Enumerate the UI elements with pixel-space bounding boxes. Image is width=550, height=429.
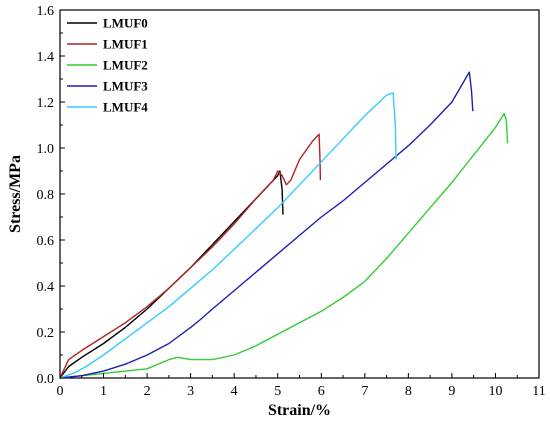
x-tick-label: 1 xyxy=(100,384,107,399)
legend-label: LMUF4 xyxy=(103,100,148,115)
x-tick-label: 10 xyxy=(488,384,502,399)
series-layer xyxy=(59,71,509,379)
x-tick-label: 3 xyxy=(187,384,194,399)
x-tick-label: 8 xyxy=(405,384,412,399)
y-tick-label: 0.2 xyxy=(37,326,55,341)
series-line-lmuf2 xyxy=(59,112,509,379)
y-tick-label: 1.0 xyxy=(37,142,55,157)
series-line-lmuf0 xyxy=(59,170,284,379)
x-axis-title: Strain/% xyxy=(268,402,331,419)
y-tick-label: 1.4 xyxy=(37,50,55,65)
legend-label: LMUF3 xyxy=(103,79,148,94)
y-tick-label: 0.0 xyxy=(37,372,55,387)
x-tick-label: 2 xyxy=(144,384,151,399)
y-tick-label: 1.2 xyxy=(37,96,55,111)
y-tick-label: 0.4 xyxy=(37,280,55,295)
x-tick-label: 11 xyxy=(532,384,545,399)
legend-label: LMUF1 xyxy=(103,37,148,52)
y-tick-label: 0.6 xyxy=(37,234,55,249)
legend: LMUF0 LMUF1 LMUF2 LMUF3 LMUF4 xyxy=(67,16,148,115)
x-tick-label: 6 xyxy=(318,384,325,399)
y-tick-label: 1.6 xyxy=(37,4,55,19)
y-axis-title: Stress/MPa xyxy=(7,155,24,233)
x-tick-label: 4 xyxy=(231,384,238,399)
x-tick-label: 0 xyxy=(57,384,64,399)
legend-label: LMUF0 xyxy=(103,16,148,31)
series-line-lmuf1 xyxy=(59,133,322,379)
ticks-layer: 0 1 2 3 4 5 6 7 8 9 10 11 0.0 0.2 0.4 0.6 0.8 1.0 1.2 1.4 1.… xyxy=(37,4,546,399)
legend-label: LMUF2 xyxy=(103,58,148,73)
y-tick-label: 0.8 xyxy=(37,188,55,203)
x-tick-label: 7 xyxy=(361,384,368,399)
series-line-lmuf4 xyxy=(59,92,397,379)
x-tick-label: 9 xyxy=(448,384,455,399)
series-line-lmuf3 xyxy=(59,71,474,379)
x-tick-label: 5 xyxy=(274,384,281,399)
